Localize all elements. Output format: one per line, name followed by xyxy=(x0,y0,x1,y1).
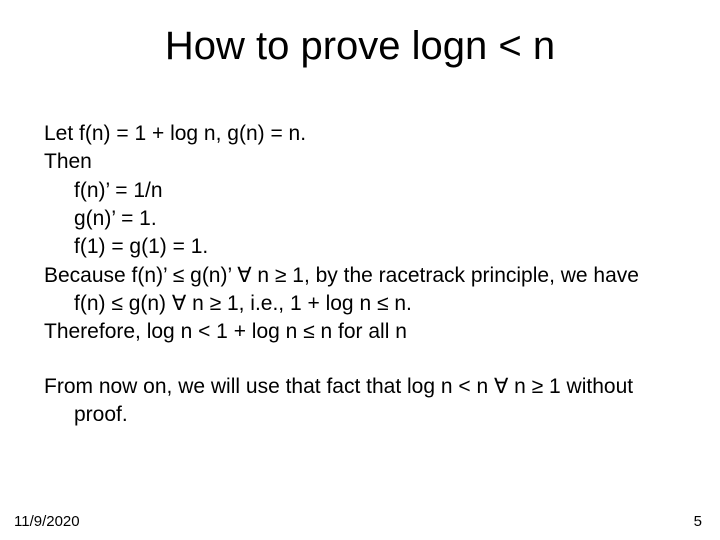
footer-date: 11/9/2020 xyxy=(14,513,80,530)
body-line-7: Therefore, log n < 1 + log n ≤ n for all… xyxy=(44,318,676,346)
body-line-1: Let f(n) = 1 + log n, g(n) = n. xyxy=(44,120,676,148)
body-line-6: Because f(n)’ ≤ g(n)’ ∀ n ≥ 1, by the ra… xyxy=(44,262,676,319)
body-line-4: g(n)’ = 1. xyxy=(44,205,676,233)
body-line-2: Then xyxy=(44,148,676,176)
slide: How to prove logn < n Let f(n) = 1 + log… xyxy=(0,0,720,540)
footer-page-number: 5 xyxy=(694,513,702,530)
body-line-5: f(1) = g(1) = 1. xyxy=(44,233,676,261)
body-line-3: f(n)’ = 1/n xyxy=(44,177,676,205)
paragraph-gap xyxy=(44,347,676,373)
body-line-8: From now on, we will use that fact that … xyxy=(44,373,676,430)
slide-body: Let f(n) = 1 + log n, g(n) = n. Then f(n… xyxy=(44,120,676,429)
slide-title: How to prove logn < n xyxy=(0,24,720,69)
